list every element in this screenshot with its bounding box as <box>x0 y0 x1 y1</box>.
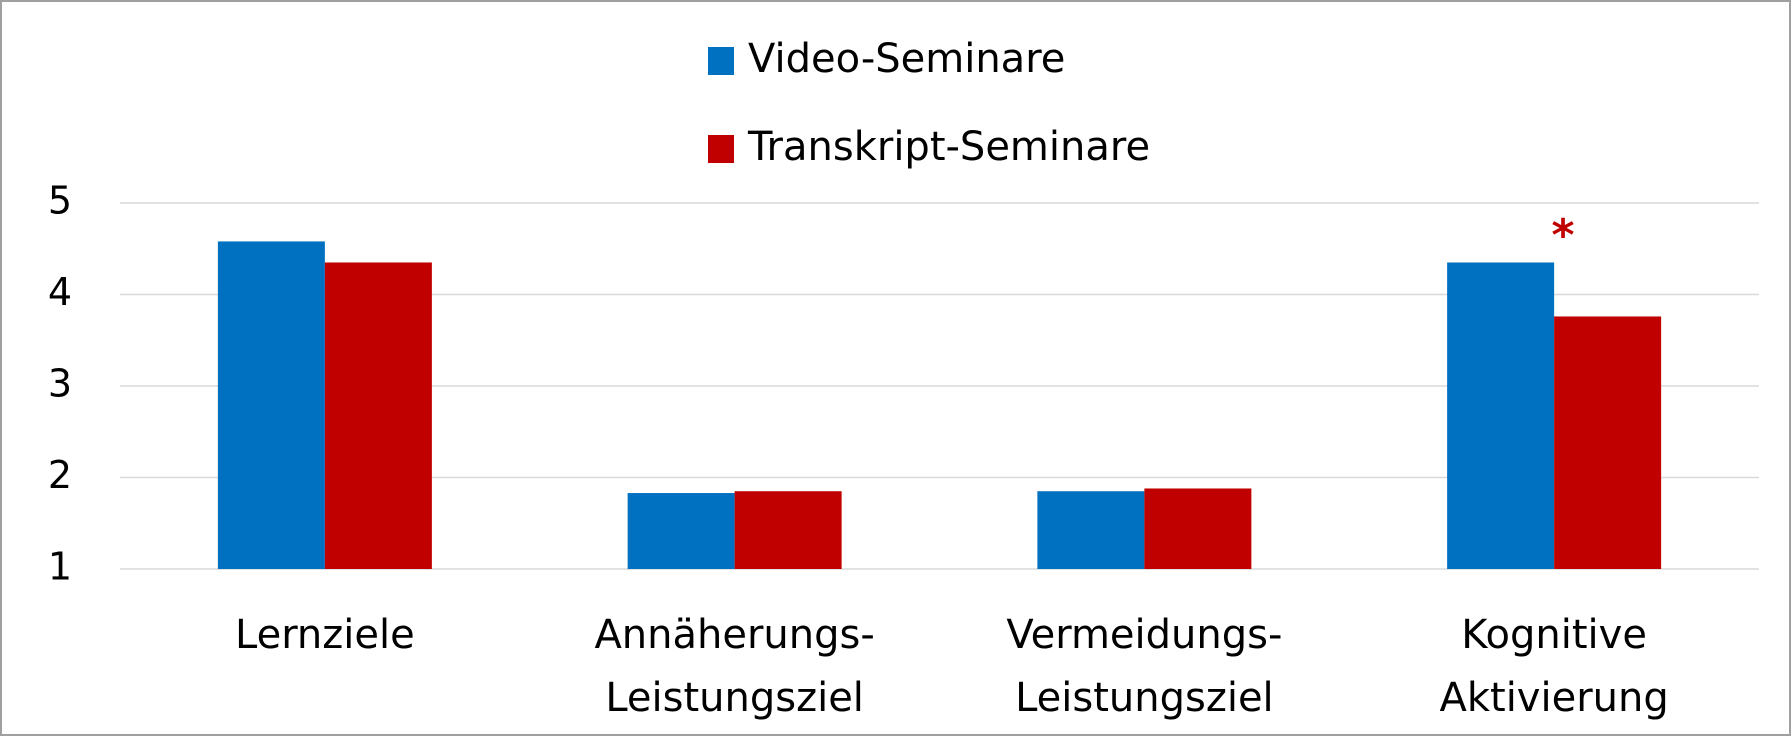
x-tick-label: Annäherungs- <box>594 612 874 658</box>
legend-swatch <box>708 47 734 75</box>
x-tick-label: Kognitive <box>1461 612 1647 658</box>
bar <box>1447 262 1555 569</box>
x-tick-label: Aktivierung <box>1439 675 1668 721</box>
annotation: * <box>1551 210 1574 261</box>
x-tick-label: Vermeidungs- <box>1006 612 1282 658</box>
y-tick-label: 5 <box>48 179 72 223</box>
x-tick-label: Lernziele <box>235 612 415 658</box>
bar <box>324 262 432 569</box>
y-tick-label: 3 <box>48 362 72 406</box>
bar <box>1144 488 1252 569</box>
bar <box>217 241 325 569</box>
y-tick-label: 2 <box>48 453 72 497</box>
y-tick-label: 4 <box>48 270 72 314</box>
y-tick-label: 1 <box>48 545 72 589</box>
x-tick-label: Leistungsziel <box>605 675 864 721</box>
bar <box>627 493 735 569</box>
legend-label: Video-Seminare <box>748 36 1065 82</box>
bar <box>1554 316 1662 569</box>
legend-swatch <box>708 135 734 163</box>
x-tick-label: Leistungsziel <box>1015 675 1274 721</box>
bar <box>1037 491 1145 569</box>
legend-label: Transkript-Seminare <box>747 124 1150 170</box>
bar <box>734 491 842 569</box>
